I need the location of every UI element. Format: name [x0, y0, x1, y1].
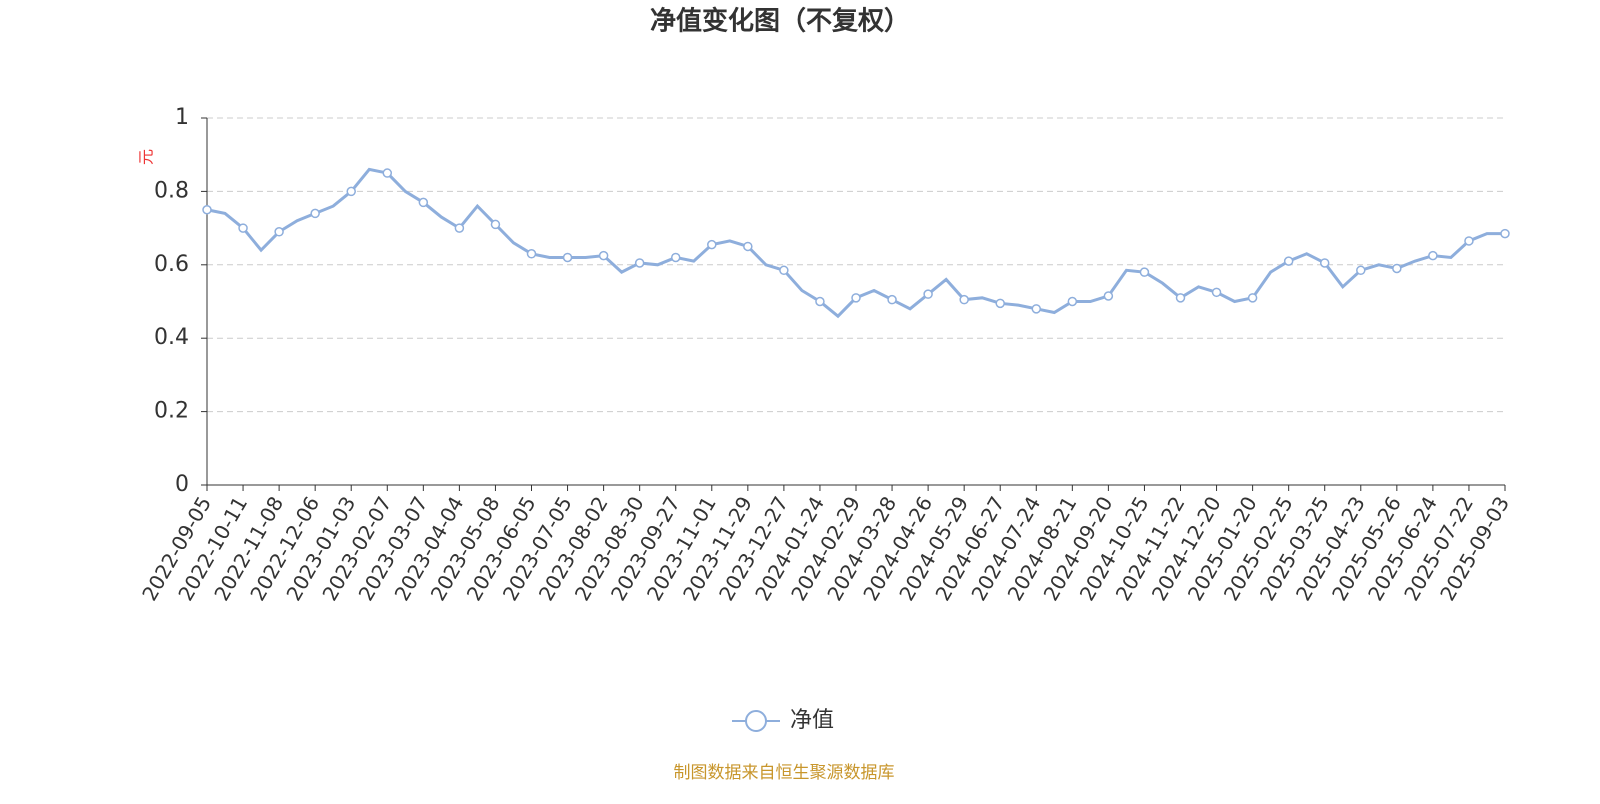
y-tick-label: 0.8: [154, 178, 189, 203]
point: [598, 250, 609, 261]
point: [887, 294, 897, 305]
legend-label[interactable]: 净值: [790, 708, 834, 733]
point: [851, 293, 861, 303]
legend-marker: [745, 710, 767, 732]
y-tick-label: 0.2: [154, 399, 189, 424]
point: [1103, 291, 1114, 301]
point: [1211, 287, 1222, 298]
point: [274, 227, 284, 237]
point: [382, 168, 393, 178]
point: [454, 223, 465, 233]
point: [238, 223, 248, 233]
y-tick-label: 0.4: [154, 325, 189, 350]
point: [1031, 304, 1042, 314]
y-tick-label: 0: [175, 472, 189, 497]
point: [707, 239, 717, 250]
point: [202, 205, 212, 215]
point: [1067, 296, 1078, 307]
point: [562, 252, 573, 263]
point: [670, 252, 681, 263]
chart-title: 净值变化图（不复权）: [650, 6, 910, 37]
point: [1139, 267, 1150, 277]
point: [490, 219, 501, 230]
point: [779, 265, 789, 276]
point: [1500, 228, 1510, 239]
point: [526, 249, 537, 259]
point: [1464, 236, 1474, 246]
point: [995, 298, 1005, 309]
point: [634, 258, 645, 268]
point: [1356, 265, 1366, 276]
y-tick-label: 1: [175, 105, 189, 130]
point: [1392, 263, 1402, 274]
point: [1247, 293, 1258, 303]
point: [1428, 250, 1438, 261]
point: [346, 186, 356, 197]
point: [923, 289, 933, 299]
source-note: 制图数据来自恒生聚源数据库: [674, 763, 895, 783]
point: [743, 241, 753, 252]
point: [1175, 293, 1186, 303]
y-tick-label: 0.6: [154, 252, 189, 277]
point: [418, 197, 429, 208]
point: [310, 208, 320, 219]
y-axis-label: 元: [137, 149, 156, 165]
point: [815, 296, 825, 307]
point: [959, 294, 969, 305]
point: [1319, 258, 1330, 268]
point: [1283, 256, 1294, 266]
